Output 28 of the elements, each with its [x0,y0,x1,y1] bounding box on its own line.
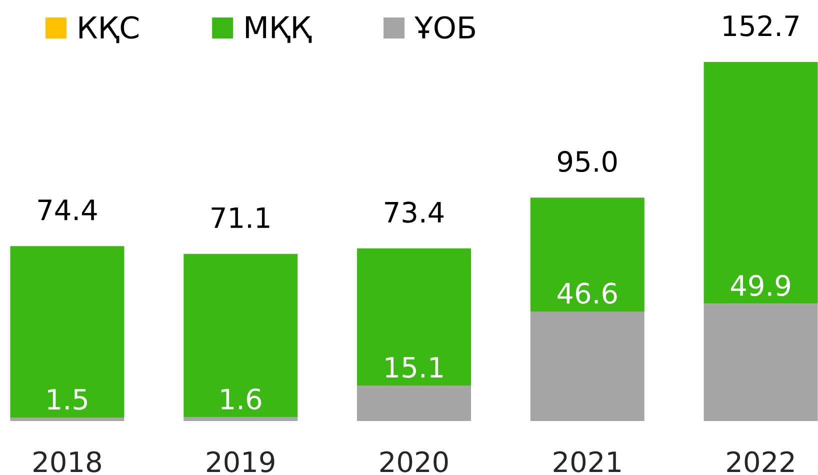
total-label: 95.0 [558,150,617,172]
total-label: 152.7 [724,15,798,36]
legend-label: МҚҚ [246,16,312,43]
bar [704,304,818,421]
bar [184,417,298,421]
total-label: 74.4 [38,200,97,220]
bar [357,248,472,386]
x-tick-label: 2018 [34,451,101,472]
data-label: 1.6 [221,388,262,410]
bar [10,417,124,421]
data-label: 15.1 [386,357,443,378]
legend-label: ҰОБ [414,16,475,39]
x-tick-label: 2019 [207,451,274,472]
total-label: 73.4 [385,202,444,223]
bar [10,246,124,418]
data-label: 46.6 [558,282,617,304]
data-label: 1.5 [48,389,88,410]
x-tick-label: 2022 [727,451,794,472]
bar [530,198,644,312]
x-tick-label: 2020 [380,451,448,472]
bar [357,386,472,421]
bar [704,62,818,304]
bar [184,254,298,418]
bar [530,311,644,421]
x-tick-label: 2021 [554,451,620,472]
total-label: 71.1 [212,207,270,228]
data-label: 49.9 [730,274,790,296]
legend-label: КҚС [79,16,138,44]
